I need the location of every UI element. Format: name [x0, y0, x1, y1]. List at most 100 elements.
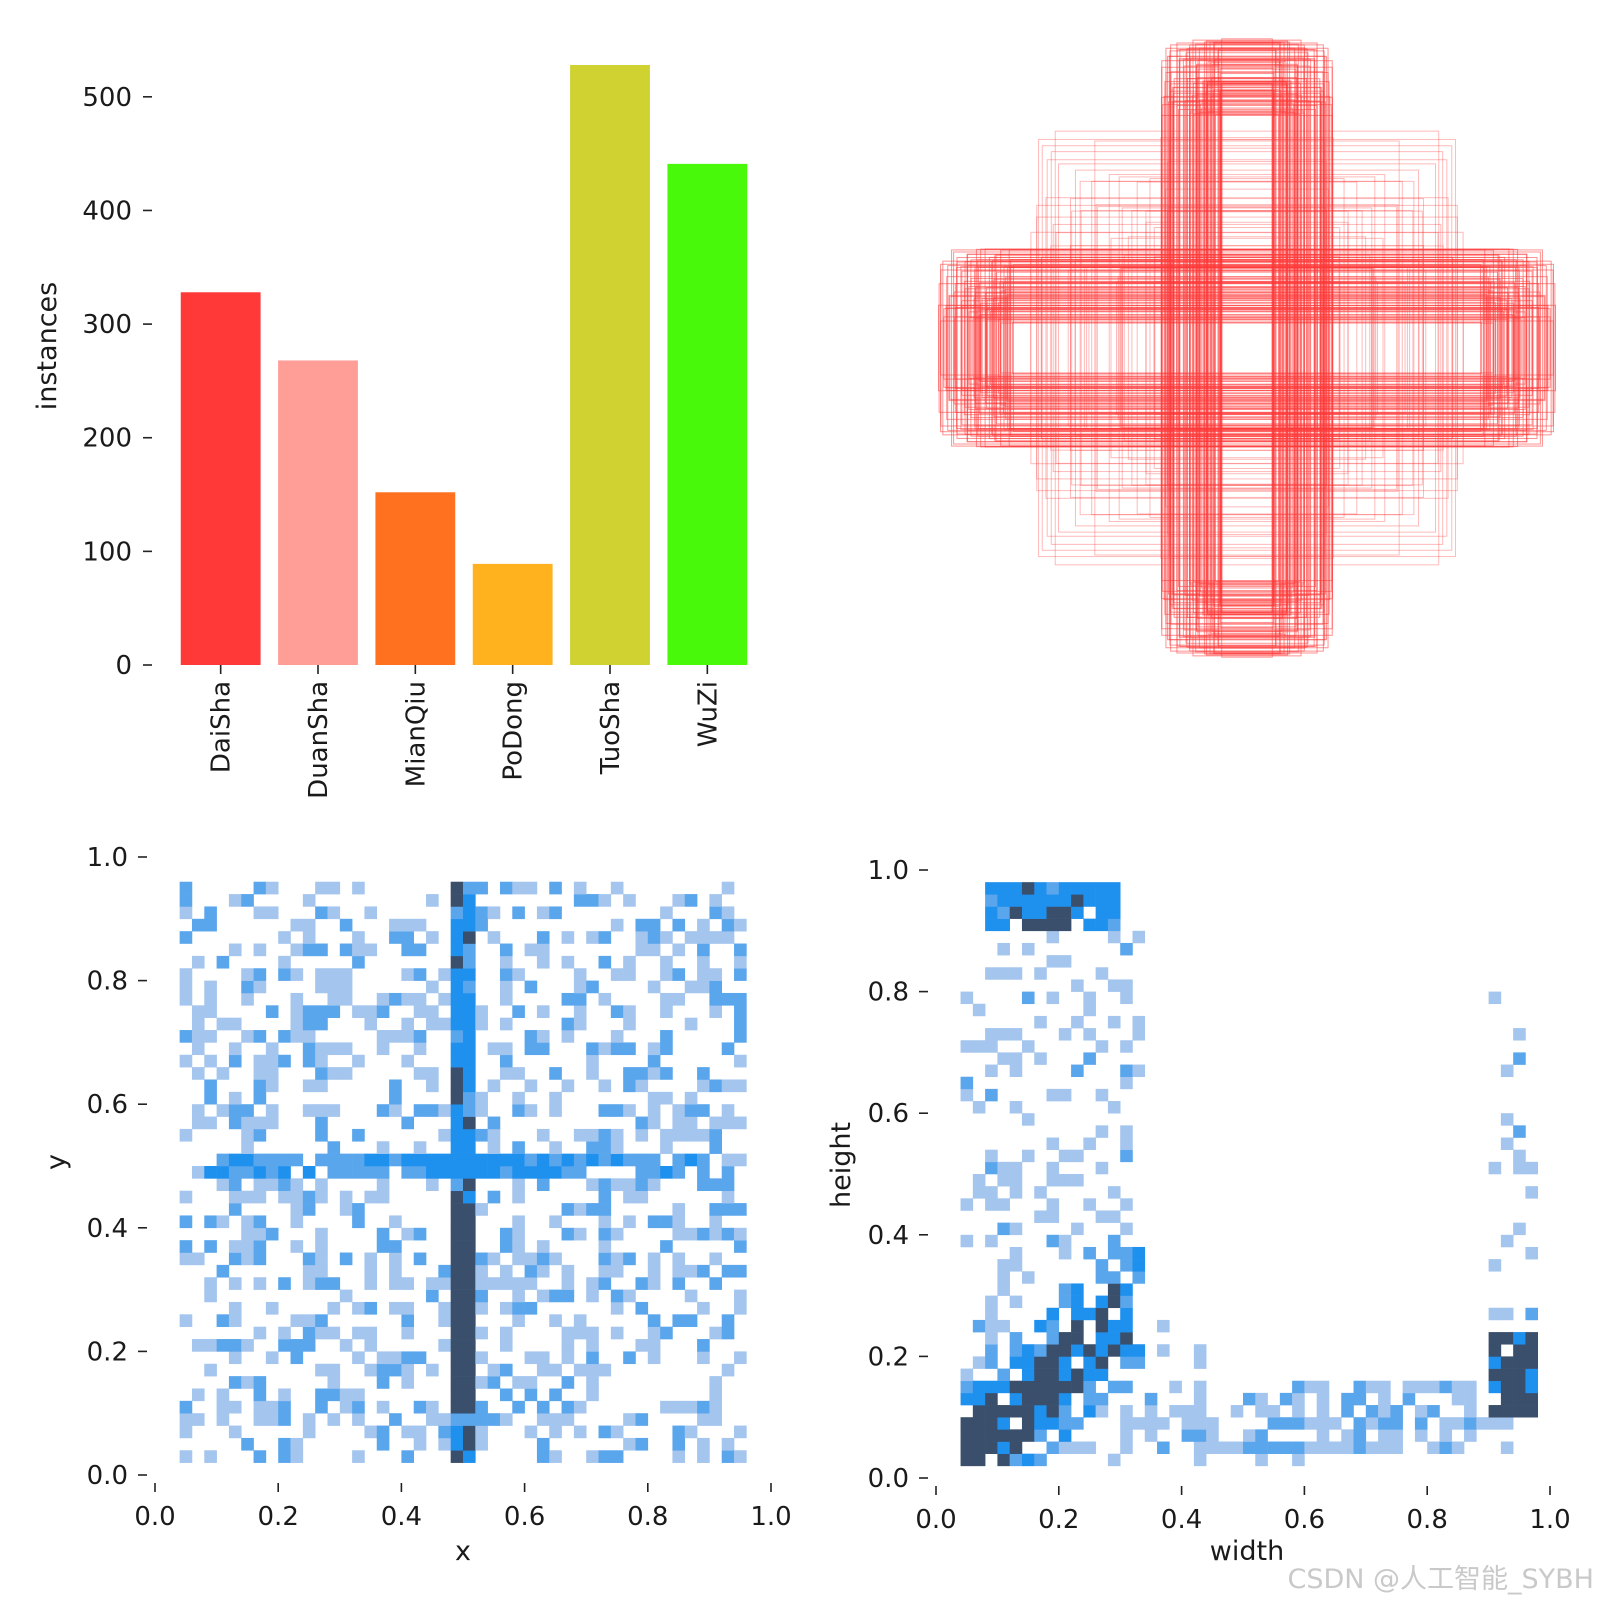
box-outline	[1030, 249, 1464, 447]
xy-heatmap-cell	[450, 1005, 464, 1018]
xy-heatmap-cell	[265, 1400, 279, 1414]
box-outline	[988, 256, 1506, 440]
xy-heatmap-cell	[697, 1067, 710, 1080]
xy-heatmap-cell	[610, 1227, 624, 1241]
wh-y-tick-label: 0.0	[868, 1464, 909, 1494]
xy-heatmap-cell	[586, 980, 599, 994]
xy-heatmap-cell	[327, 906, 341, 920]
xy-heatmap-cell	[290, 968, 304, 981]
xy-heatmap-cell	[278, 1437, 291, 1451]
xy-heatmap-cell	[487, 1141, 501, 1154]
xy-x-tick-label: 0.4	[381, 1502, 422, 1532]
xy-heatmap-cell	[339, 1203, 353, 1216]
wh-heatmap-cell	[1500, 1137, 1514, 1150]
xy-heatmap-cell	[463, 943, 476, 957]
box-outline	[1173, 78, 1321, 618]
wh-heatmap-cell	[1009, 1344, 1023, 1357]
wh-heatmap-cell	[1120, 942, 1133, 956]
box-outline	[970, 278, 1524, 418]
xy-heatmap-cell	[487, 931, 501, 944]
xy-heatmap-cell	[475, 1017, 488, 1031]
box-outline	[1213, 89, 1281, 607]
xy-heatmap-cell	[339, 980, 353, 994]
xy-heatmap-cell	[315, 1363, 328, 1377]
wh-heatmap-cell	[1500, 1368, 1514, 1382]
xy-heatmap-cell	[623, 1351, 636, 1365]
xy-heatmap-cell	[463, 1116, 476, 1130]
wh-heatmap-cell	[1021, 906, 1035, 919]
xy-heatmap-cell	[684, 1400, 698, 1414]
xy-heatmap-cell	[463, 1017, 476, 1031]
box-outline	[1198, 111, 1296, 585]
xy-heatmap-cell	[253, 1388, 267, 1402]
xy-heatmap-cell	[734, 1153, 747, 1167]
xy-heatmap-cell	[549, 1067, 562, 1080]
wh-heatmap-cell	[1513, 1149, 1526, 1163]
wh-heatmap-cell	[1095, 894, 1109, 907]
box-outline	[993, 297, 1501, 399]
box-outline	[961, 300, 1533, 396]
xy-heatmap-cell	[463, 931, 476, 944]
xy-heatmap-cell	[536, 1153, 550, 1167]
box-outline	[995, 254, 1499, 442]
xy-heatmap-cell	[315, 1264, 328, 1278]
xy-heatmap-cell	[463, 1413, 476, 1426]
xy-heatmap-cell	[191, 1339, 205, 1352]
xy-heatmap-cell	[709, 1326, 723, 1340]
xy-heatmap-cell	[278, 1178, 291, 1192]
wh-heatmap-cell	[1107, 1283, 1121, 1296]
wh-heatmap-cell	[1439, 1417, 1453, 1430]
wh-heatmap-cell	[985, 882, 998, 895]
xy-heatmap-cell	[647, 1326, 661, 1340]
wh-heatmap-cell	[1058, 1405, 1072, 1418]
xy-heatmap-cell	[697, 1450, 710, 1463]
wh-heatmap-cell	[1525, 1392, 1539, 1406]
wh-heatmap-cell	[1488, 991, 1502, 1005]
wh-heatmap-cell	[997, 1441, 1010, 1454]
xy-heatmap-cell	[660, 1067, 673, 1080]
wh-heatmap-cell	[1267, 1405, 1281, 1418]
xy-heatmap-cell	[598, 894, 612, 907]
wh-heatmap-cell	[1107, 1344, 1121, 1357]
box-outline	[1219, 89, 1275, 607]
xy-heatmap-cell	[499, 955, 513, 969]
wh-heatmap-cell	[1193, 1380, 1207, 1394]
wh-heatmap-cell	[1144, 1417, 1158, 1430]
wh-heatmap-cell	[972, 1453, 986, 1467]
xy-heatmap-cell	[697, 955, 710, 969]
xy-heatmap-cell	[623, 1017, 636, 1031]
wh-heatmap-cell	[1071, 1283, 1084, 1296]
wh-heatmap-cell	[1316, 1429, 1330, 1442]
wh-heatmap-cell	[1009, 1405, 1023, 1418]
xy-heatmap-cell	[179, 992, 193, 1006]
xy-heatmap-cell	[241, 1376, 254, 1389]
xy-heatmap-cell	[561, 1153, 575, 1167]
xy-heatmap-cell	[228, 1351, 242, 1365]
wh-heatmap-cell	[1181, 1405, 1195, 1418]
wh-heatmap-cell	[985, 1161, 998, 1175]
box-outline	[1197, 68, 1297, 628]
box-outline	[1195, 43, 1299, 653]
xy-heatmap-cell	[512, 1067, 525, 1080]
xy-heatmap-cell	[512, 1190, 525, 1204]
xy-heatmap-cell	[499, 1388, 513, 1402]
xy-heatmap-cell	[475, 1326, 488, 1340]
wh-heatmap-cell	[1316, 1392, 1330, 1406]
xy-heatmap-cell	[278, 955, 291, 969]
wh-heatmap-cell	[1009, 1161, 1023, 1175]
xy-heatmap-cell	[216, 1388, 230, 1402]
xy-heatmap-cell	[339, 1339, 353, 1352]
xy-heatmap-cell	[228, 1240, 242, 1253]
box-outline	[1179, 59, 1315, 637]
wh-heatmap-cell	[1464, 1405, 1477, 1418]
box-outline	[1154, 255, 1340, 441]
xy-heatmap-cell	[684, 894, 698, 907]
xy-heatmap-cell	[426, 894, 439, 907]
bar-x-tick-label: DuanSha	[304, 681, 334, 799]
wh-heatmap-cell	[1034, 1319, 1047, 1333]
xy-heatmap-cell	[463, 1203, 476, 1216]
box-outline	[1007, 295, 1487, 401]
wh-heatmap-cell	[1107, 894, 1121, 907]
xy-heatmap-cell	[352, 1153, 365, 1167]
xy-heatmap-cell	[475, 1153, 488, 1167]
